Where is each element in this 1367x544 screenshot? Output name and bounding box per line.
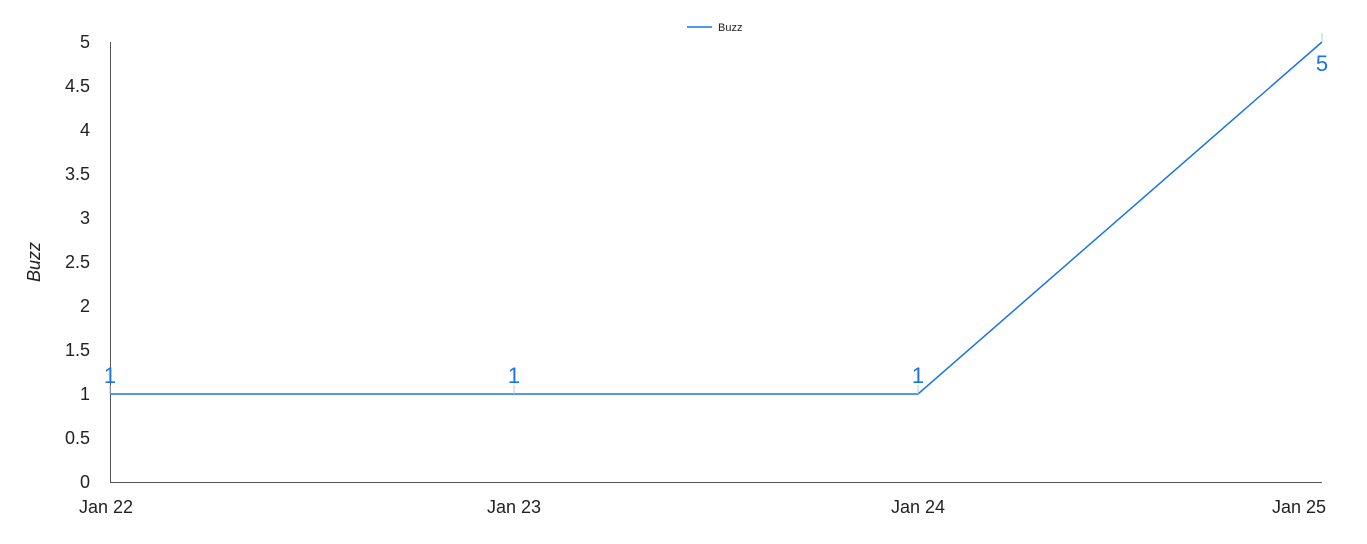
y-tick-label: 1.5 — [65, 340, 90, 360]
y-tick-label: 2.5 — [65, 252, 90, 272]
y-tick-label: 3.5 — [65, 164, 90, 184]
y-tick-label: 4.5 — [65, 76, 90, 96]
legend-label-buzz: Buzz — [718, 22, 742, 34]
y-tick-label: 3 — [80, 208, 90, 228]
x-tick-label: Jan 23 — [487, 497, 541, 517]
y-tick-label: 5 — [80, 32, 90, 52]
x-tick-label: Jan 22 — [79, 497, 133, 517]
y-axis-title: Buzz — [24, 242, 44, 282]
data-label: 1 — [104, 363, 116, 388]
x-tick-labels: Jan 22 Jan 23 Jan 24 Jan 25 — [79, 497, 1326, 517]
data-labels: 1 1 1 5 — [104, 51, 1328, 388]
series-buzz — [109, 33, 1323, 395]
y-tick-label: 0.5 — [65, 428, 90, 448]
data-label: 5 — [1316, 51, 1328, 76]
data-label: 1 — [508, 363, 520, 388]
y-tick-label: 1 — [80, 384, 90, 404]
series-line-buzz — [110, 41, 1323, 395]
y-tick-label: 2 — [80, 296, 90, 316]
legend: Buzz — [687, 22, 742, 34]
y-tick-label: 4 — [80, 120, 90, 140]
data-label: 1 — [912, 363, 924, 388]
x-tick-label: Jan 24 — [891, 497, 945, 517]
y-tick-label: 0 — [80, 472, 90, 492]
x-tick-label: Jan 25 — [1272, 497, 1326, 517]
y-tick-labels: 0 0.5 1 1.5 2 2.5 3 3.5 4 4.5 5 — [65, 32, 90, 492]
